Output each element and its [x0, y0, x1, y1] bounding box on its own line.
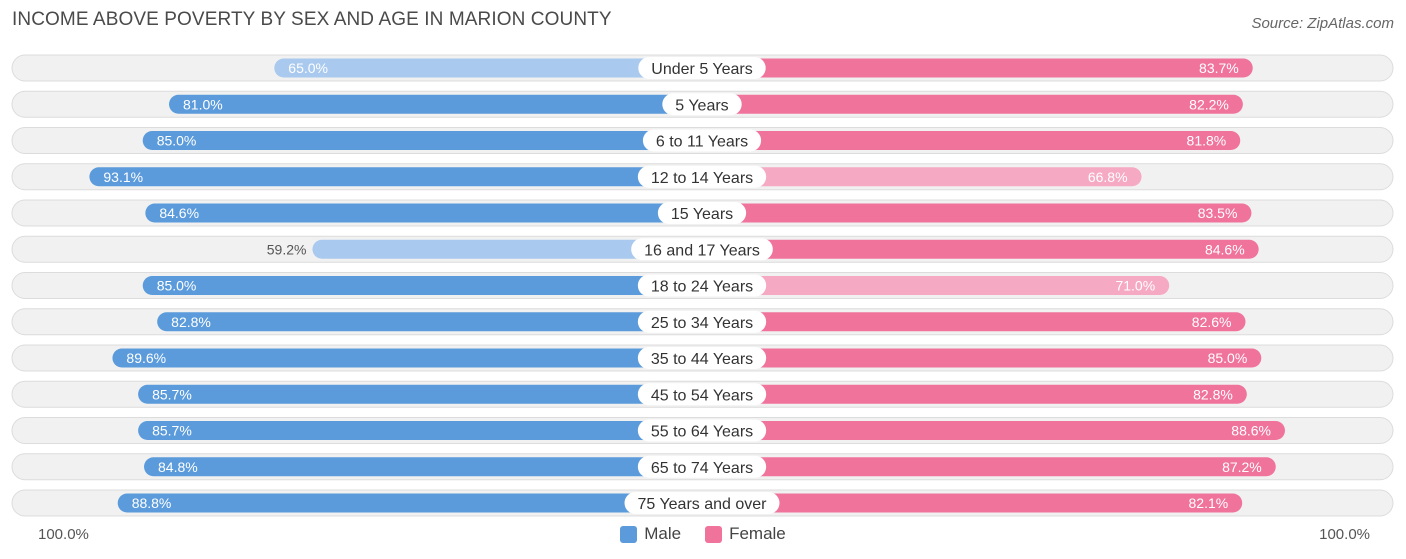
- category-label: 65 to 74 Years: [651, 460, 753, 477]
- category-pill: [637, 419, 767, 442]
- male-value-label: 85.0%: [157, 133, 197, 149]
- bar-male: [145, 203, 702, 223]
- female-value-label: 88.6%: [1231, 423, 1271, 439]
- category-pill: [637, 347, 767, 369]
- bar-female: [702, 276, 1170, 295]
- category-pill: [637, 455, 767, 478]
- male-value-label: 85.7%: [152, 386, 192, 402]
- category-pill: [624, 492, 780, 514]
- bar-female: [702, 457, 1276, 477]
- bar-female: [702, 239, 1259, 259]
- bar-male: [117, 493, 703, 513]
- legend-item-female: Female: [705, 524, 786, 544]
- bar-male: [142, 131, 702, 150]
- male-value-label: 85.0%: [157, 278, 197, 294]
- category-label: 18 to 24 Years: [651, 279, 753, 296]
- male-value-label: 82.8%: [171, 314, 211, 330]
- male-value-label: 93.1%: [103, 169, 143, 185]
- bar-male: [312, 239, 702, 259]
- male-value-label: 65.0%: [288, 60, 328, 76]
- category-label: 45 to 54 Years: [651, 387, 753, 404]
- female-value-label: 87.2%: [1222, 459, 1262, 475]
- bar-male: [138, 384, 702, 404]
- category-pill: [657, 202, 747, 224]
- category-pill: [637, 165, 767, 188]
- category-label: 55 to 64 Years: [651, 424, 753, 441]
- category-pill: [642, 129, 762, 152]
- legend-label-female: Female: [729, 524, 786, 543]
- female-value-label: 82.8%: [1193, 386, 1233, 402]
- category-label: Under 5 Years: [651, 61, 752, 78]
- bar-male: [138, 421, 702, 440]
- female-value-label: 71.0%: [1115, 278, 1155, 294]
- bar-female: [702, 384, 1247, 404]
- legend-item-male: Male: [620, 524, 681, 544]
- male-value-label: 88.8%: [132, 495, 172, 511]
- chart-title: INCOME ABOVE POVERTY BY SEX AND AGE IN M…: [12, 9, 612, 30]
- category-label: 75 Years and over: [638, 496, 768, 513]
- axis-left-label: 100.0%: [38, 526, 89, 543]
- legend-swatch-female: [705, 525, 723, 543]
- bar-male: [89, 167, 703, 187]
- bar-male: [112, 348, 702, 368]
- bar-female: [702, 94, 1243, 114]
- male-value-label: 89.6%: [126, 350, 166, 366]
- female-value-label: 81.8%: [1187, 133, 1227, 149]
- axis-right-label: 100.0%: [1319, 526, 1370, 543]
- bar-female: [702, 203, 1252, 223]
- source-credit: Source: ZipAtlas.com: [1251, 15, 1394, 32]
- legend-label-male: Male: [644, 524, 682, 543]
- category-pill: [637, 383, 767, 406]
- bar-female: [702, 131, 1241, 150]
- bar-female: [702, 493, 1243, 513]
- female-value-label: 82.1%: [1189, 495, 1229, 511]
- category-label: 6 to 11 Years: [656, 134, 748, 151]
- female-value-label: 83.7%: [1199, 60, 1239, 76]
- category-pill: [631, 238, 773, 261]
- female-value-label: 85.0%: [1208, 350, 1248, 366]
- category-label: 12 to 14 Years: [651, 170, 753, 187]
- category-pill: [662, 93, 742, 116]
- bar-male: [274, 58, 702, 78]
- female-value-label: 66.8%: [1088, 169, 1128, 185]
- male-value-label: 81.0%: [183, 96, 223, 112]
- category-pill: [637, 274, 767, 297]
- male-value-label: 59.2%: [267, 241, 307, 257]
- bar-female: [702, 58, 1253, 78]
- female-value-label: 82.6%: [1192, 314, 1232, 330]
- bar-female: [702, 348, 1262, 368]
- legend: Male Female: [0, 524, 1406, 544]
- male-value-label: 84.6%: [159, 205, 199, 221]
- category-label: 25 to 34 Years: [651, 315, 753, 332]
- bar-female: [702, 312, 1246, 332]
- bar-female: [702, 167, 1142, 187]
- category-pill: [637, 310, 767, 333]
- bar-male: [169, 94, 702, 114]
- bar-female: [702, 421, 1285, 440]
- bar-male: [144, 457, 703, 477]
- female-value-label: 84.6%: [1205, 241, 1245, 257]
- category-label: 5 Years: [675, 97, 728, 114]
- category-label: 15 Years: [671, 206, 733, 223]
- category-pill: [638, 57, 766, 79]
- female-value-label: 82.2%: [1189, 96, 1229, 112]
- male-value-label: 85.7%: [152, 423, 192, 439]
- bar-male: [157, 312, 702, 332]
- bar-chart: 65.0% 83.7% Under 5 Years 81.0% 82.2% 5 Years…: [11, 54, 1394, 517]
- category-label: 16 and 17 Years: [644, 242, 760, 259]
- category-label: 35 to 44 Years: [651, 351, 753, 368]
- female-value-label: 83.5%: [1198, 205, 1238, 221]
- male-value-label: 84.8%: [158, 459, 198, 475]
- legend-swatch-male: [620, 525, 638, 543]
- bar-male: [142, 276, 702, 295]
